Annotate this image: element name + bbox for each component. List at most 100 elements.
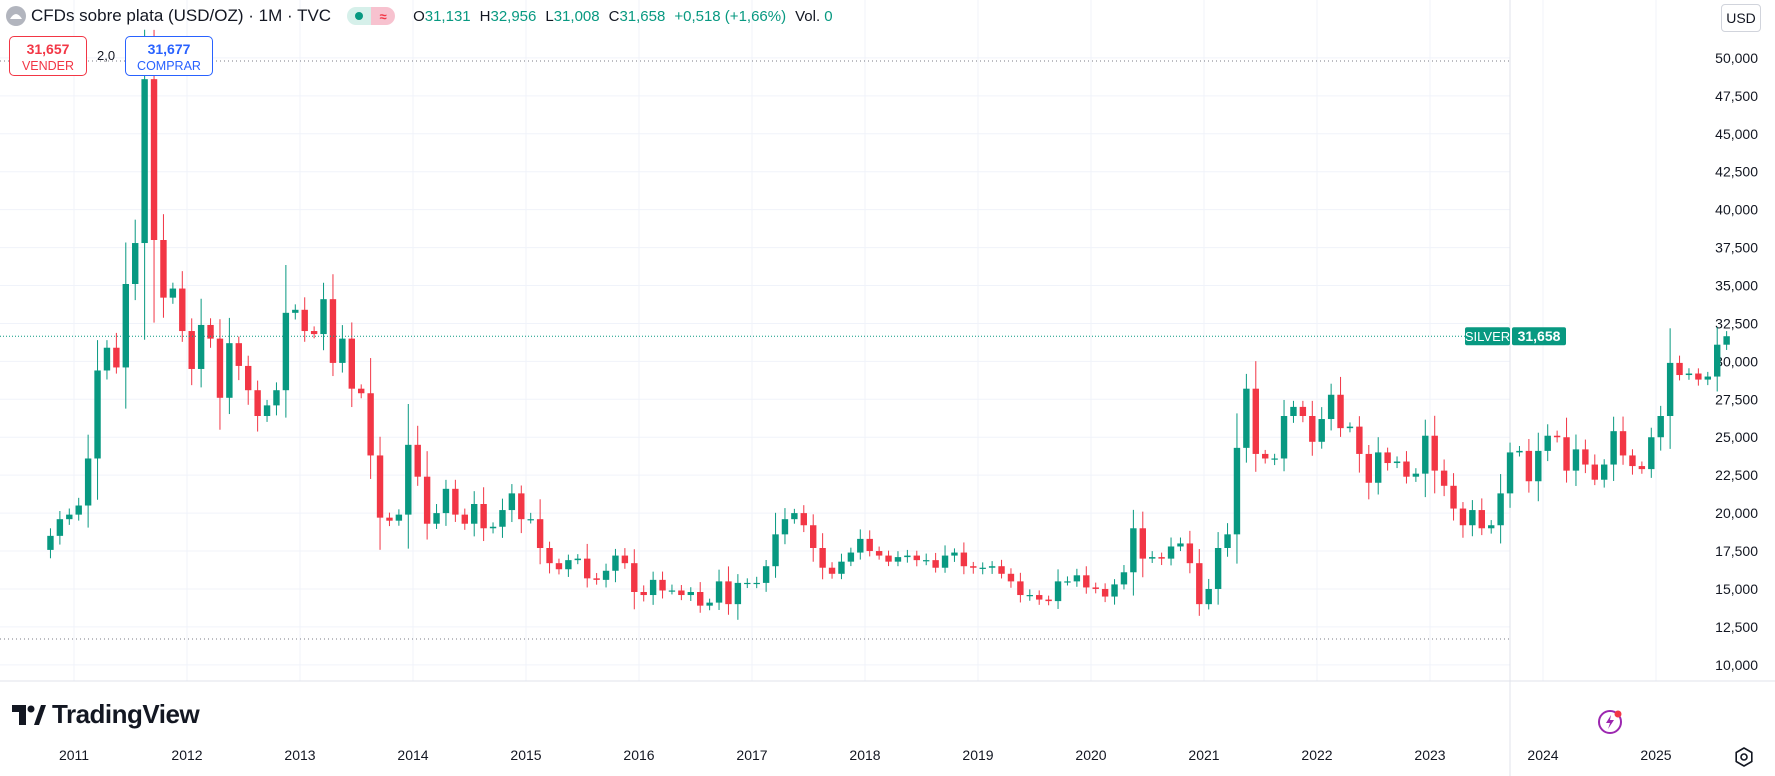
candle[interactable] — [1158, 552, 1165, 566]
candle[interactable] — [471, 491, 478, 537]
candle[interactable] — [866, 530, 873, 557]
delayed-data-icon[interactable]: ≈ — [371, 7, 396, 25]
candle[interactable] — [489, 522, 497, 534]
candle[interactable] — [273, 382, 280, 416]
candle[interactable] — [875, 546, 883, 560]
candle[interactable] — [1723, 331, 1730, 350]
candle[interactable] — [1177, 537, 1184, 552]
candle[interactable] — [254, 380, 261, 432]
candle[interactable] — [386, 512, 393, 527]
candle[interactable] — [376, 436, 384, 550]
candle[interactable] — [1299, 400, 1307, 423]
candle[interactable] — [1007, 568, 1015, 588]
candle[interactable] — [970, 561, 977, 574]
candle[interactable] — [160, 214, 167, 318]
candle[interactable] — [932, 552, 939, 573]
candle[interactable] — [819, 533, 826, 580]
candle[interactable] — [1309, 400, 1316, 456]
candle[interactable] — [301, 297, 308, 342]
candle[interactable] — [1346, 422, 1354, 433]
candle[interactable] — [1073, 568, 1081, 587]
candle[interactable] — [574, 554, 581, 565]
buy-button[interactable]: 31,677 COMPRAR — [125, 36, 213, 76]
candle[interactable] — [800, 505, 807, 533]
candle[interactable] — [546, 541, 553, 574]
candle[interactable] — [1149, 551, 1156, 563]
candle[interactable] — [1478, 498, 1485, 536]
candle[interactable] — [1431, 415, 1438, 494]
candle[interactable] — [1365, 444, 1372, 500]
candle[interactable] — [1139, 511, 1146, 578]
candle[interactable] — [1384, 447, 1391, 471]
candle[interactable] — [245, 355, 252, 405]
candle[interactable] — [94, 340, 101, 500]
flash-icon[interactable] — [1597, 709, 1623, 735]
candle[interactable] — [828, 562, 836, 579]
candle[interactable] — [640, 585, 647, 602]
candle[interactable] — [461, 508, 468, 530]
candle[interactable] — [904, 549, 911, 563]
candle[interactable] — [885, 550, 892, 567]
candle[interactable] — [1337, 376, 1344, 437]
candle[interactable] — [75, 497, 82, 521]
candle[interactable] — [838, 553, 845, 580]
candle[interactable] — [1224, 523, 1231, 557]
candle[interactable] — [1412, 468, 1420, 482]
candle[interactable] — [725, 566, 732, 615]
candle[interactable] — [1553, 430, 1561, 443]
symbol-logo-icon[interactable] — [6, 6, 26, 26]
candle[interactable] — [697, 582, 704, 613]
candle[interactable] — [1111, 579, 1118, 605]
candle[interactable] — [1280, 399, 1288, 472]
candle[interactable] — [1167, 537, 1175, 566]
candle[interactable] — [1695, 368, 1702, 386]
candle[interactable] — [1459, 502, 1467, 538]
candle[interactable] — [687, 587, 694, 601]
market-status-pills[interactable]: ≈ — [347, 7, 396, 25]
candle[interactable] — [659, 571, 666, 599]
candle[interactable] — [329, 274, 337, 377]
candle[interactable] — [584, 543, 591, 588]
candle[interactable] — [847, 547, 855, 567]
candle[interactable] — [772, 512, 779, 578]
candle[interactable] — [1422, 419, 1429, 498]
candle[interactable] — [188, 318, 195, 386]
candle[interactable] — [1196, 549, 1203, 616]
candle[interactable] — [913, 550, 920, 567]
candle[interactable] — [1101, 583, 1109, 603]
currency-selector[interactable]: USD — [1721, 4, 1761, 32]
candle[interactable] — [292, 304, 299, 320]
candle[interactable] — [602, 563, 610, 588]
candle[interactable] — [857, 529, 864, 560]
candle[interactable] — [339, 325, 346, 373]
candle[interactable] — [358, 384, 365, 399]
candle[interactable] — [1685, 368, 1693, 380]
settings-icon[interactable] — [1733, 746, 1755, 768]
candle[interactable] — [367, 358, 374, 479]
candle[interactable] — [555, 558, 563, 575]
candle[interactable] — [1092, 582, 1099, 594]
candle[interactable] — [480, 487, 487, 542]
candle[interactable] — [1648, 427, 1655, 478]
candle[interactable] — [1563, 417, 1570, 483]
candle[interactable] — [1186, 530, 1194, 574]
candle[interactable] — [1638, 461, 1646, 474]
candle[interactable] — [979, 562, 986, 575]
candle[interactable] — [1676, 355, 1683, 381]
candle[interactable] — [1582, 439, 1589, 474]
candle[interactable] — [113, 332, 120, 374]
candle[interactable] — [1233, 413, 1241, 564]
candle[interactable] — [1064, 576, 1071, 586]
candle[interactable] — [1610, 416, 1617, 481]
candle[interactable] — [1488, 520, 1495, 534]
candle[interactable] — [960, 542, 968, 575]
candle[interactable] — [734, 574, 742, 620]
candle[interactable] — [1544, 424, 1551, 462]
candle[interactable] — [141, 29, 148, 340]
candle[interactable] — [1271, 453, 1278, 466]
candle[interactable] — [499, 498, 506, 538]
candle[interactable] — [1243, 373, 1250, 463]
candle[interactable] — [649, 571, 657, 605]
candle[interactable] — [612, 548, 619, 583]
